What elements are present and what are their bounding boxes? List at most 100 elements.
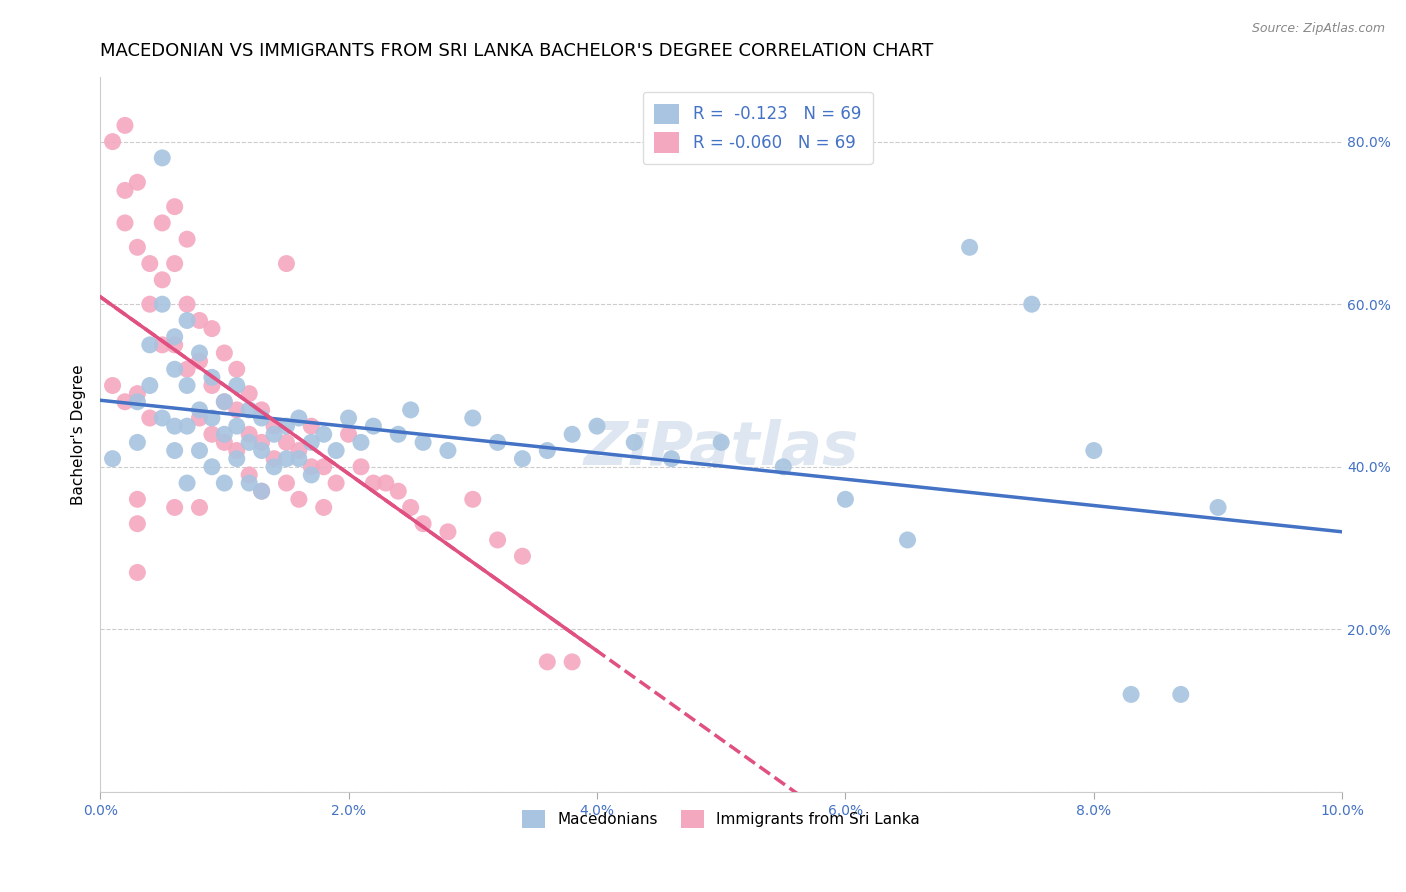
Point xyxy=(214,394,236,409)
Point xyxy=(363,419,385,434)
Point xyxy=(512,549,534,564)
Point xyxy=(150,338,173,352)
Y-axis label: Bachelor's Degree: Bachelor's Degree xyxy=(72,364,86,505)
Point xyxy=(188,500,211,515)
Point xyxy=(201,321,224,335)
Point xyxy=(139,411,162,425)
Point xyxy=(276,451,298,466)
Point xyxy=(276,419,298,434)
Point xyxy=(176,378,198,392)
Point xyxy=(561,655,583,669)
Point xyxy=(1021,297,1043,311)
Point xyxy=(412,435,434,450)
Point xyxy=(387,427,409,442)
Point xyxy=(325,476,347,491)
Point xyxy=(101,378,124,392)
Point xyxy=(101,135,124,149)
Point xyxy=(276,256,298,270)
Point xyxy=(225,419,247,434)
Point xyxy=(163,256,186,270)
Point xyxy=(312,500,335,515)
Point xyxy=(127,175,149,189)
Text: Source: ZipAtlas.com: Source: ZipAtlas.com xyxy=(1251,22,1385,36)
Point xyxy=(288,411,311,425)
Point xyxy=(312,427,335,442)
Point xyxy=(710,435,733,450)
Point xyxy=(1170,687,1192,701)
Point xyxy=(250,484,273,499)
Point xyxy=(238,386,260,401)
Point xyxy=(288,443,311,458)
Point xyxy=(1206,500,1229,515)
Point xyxy=(150,151,173,165)
Point xyxy=(225,451,247,466)
Point xyxy=(127,516,149,531)
Legend: Macedonians, Immigrants from Sri Lanka: Macedonians, Immigrants from Sri Lanka xyxy=(516,804,927,834)
Point xyxy=(163,362,186,376)
Point xyxy=(263,451,285,466)
Point xyxy=(238,476,260,491)
Point xyxy=(959,240,981,254)
Point xyxy=(214,435,236,450)
Point xyxy=(238,435,260,450)
Point xyxy=(201,427,224,442)
Text: MACEDONIAN VS IMMIGRANTS FROM SRI LANKA BACHELOR'S DEGREE CORRELATION CHART: MACEDONIAN VS IMMIGRANTS FROM SRI LANKA … xyxy=(100,42,934,60)
Point xyxy=(127,566,149,580)
Point xyxy=(176,232,198,246)
Point xyxy=(139,256,162,270)
Point xyxy=(288,492,311,507)
Text: ZiPatlas: ZiPatlas xyxy=(583,419,859,478)
Point xyxy=(188,354,211,368)
Point xyxy=(225,443,247,458)
Point xyxy=(150,297,173,311)
Point xyxy=(127,492,149,507)
Point xyxy=(461,411,484,425)
Point xyxy=(250,435,273,450)
Point xyxy=(350,459,373,474)
Point xyxy=(363,476,385,491)
Point xyxy=(1083,443,1105,458)
Point xyxy=(896,533,918,547)
Point xyxy=(772,459,794,474)
Point xyxy=(299,419,322,434)
Point xyxy=(127,240,149,254)
Point xyxy=(114,183,136,197)
Point xyxy=(176,313,198,327)
Point xyxy=(250,443,273,458)
Point xyxy=(512,451,534,466)
Point xyxy=(238,403,260,417)
Point xyxy=(263,427,285,442)
Point xyxy=(163,500,186,515)
Point xyxy=(337,427,360,442)
Point xyxy=(163,200,186,214)
Point xyxy=(225,362,247,376)
Point xyxy=(163,443,186,458)
Point xyxy=(114,394,136,409)
Point xyxy=(250,403,273,417)
Point xyxy=(834,492,856,507)
Point xyxy=(139,297,162,311)
Point xyxy=(325,443,347,458)
Point xyxy=(188,411,211,425)
Point xyxy=(188,403,211,417)
Point xyxy=(176,419,198,434)
Point xyxy=(461,492,484,507)
Point xyxy=(437,524,460,539)
Point xyxy=(387,484,409,499)
Point xyxy=(299,467,322,482)
Point xyxy=(150,216,173,230)
Point xyxy=(561,427,583,442)
Point xyxy=(276,476,298,491)
Point xyxy=(201,370,224,384)
Point xyxy=(250,411,273,425)
Point xyxy=(127,435,149,450)
Point xyxy=(238,467,260,482)
Point xyxy=(201,459,224,474)
Point xyxy=(214,427,236,442)
Point xyxy=(101,451,124,466)
Point xyxy=(114,119,136,133)
Point xyxy=(412,516,434,531)
Point xyxy=(163,338,186,352)
Point xyxy=(288,451,311,466)
Point xyxy=(263,419,285,434)
